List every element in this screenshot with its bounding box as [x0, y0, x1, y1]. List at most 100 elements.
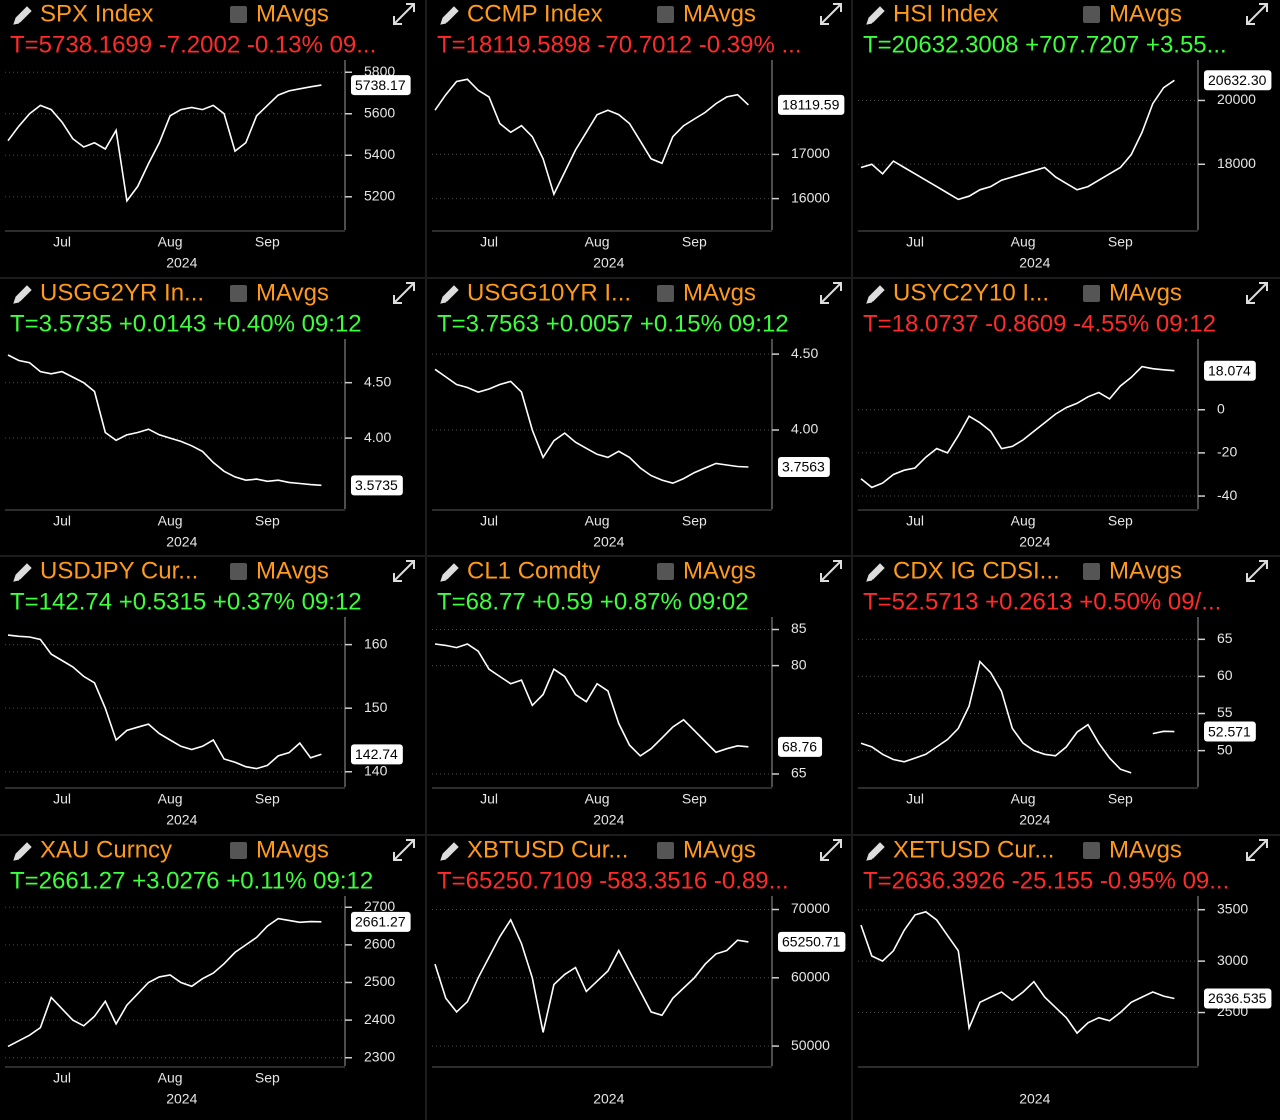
mavgs-label[interactable]: MAvgs	[683, 279, 756, 306]
mavgs-checkbox[interactable]	[230, 6, 247, 23]
expand-icon[interactable]	[820, 839, 842, 861]
y-tick-label: 5400	[364, 146, 395, 162]
edit-icon[interactable]	[13, 563, 32, 582]
y-tick-label: 3000	[1217, 952, 1248, 968]
expand-icon[interactable]	[393, 282, 415, 304]
mavgs-label[interactable]: MAvgs	[683, 836, 756, 863]
chart-panel: USGG2YR In... MAvgs T=3.5735 +0.0143 +0.40…	[5, 279, 415, 550]
last-value-flag	[1204, 70, 1272, 91]
mavgs-label[interactable]: MAvgs	[1109, 836, 1182, 863]
mavgs-label[interactable]: MAvgs	[1109, 279, 1182, 306]
edit-icon[interactable]	[866, 563, 885, 582]
expand-icon[interactable]	[1246, 839, 1268, 861]
edit-icon[interactable]	[440, 6, 459, 25]
mavgs-label[interactable]: MAvgs	[256, 279, 329, 306]
y-tick-label: 60000	[791, 968, 830, 984]
mavgs-checkbox[interactable]	[230, 842, 247, 859]
panel-title[interactable]: USYC2Y10 I...	[893, 279, 1049, 306]
x-axis-label: 2024	[1019, 812, 1050, 828]
chart-panel: XETUSD Cur... MAvgs T=2636.3926 -25.155 -0…	[858, 836, 1272, 1107]
quote-line: T=3.5735 +0.0143 +0.40% 09:12	[10, 310, 362, 337]
panel-title[interactable]: XAU Curncy	[40, 836, 172, 863]
expand-icon[interactable]	[1246, 560, 1268, 582]
x-tick-label: Aug	[1011, 791, 1036, 807]
expand-icon[interactable]	[820, 3, 842, 25]
y-tick-label: 4.00	[791, 421, 818, 437]
panel-title[interactable]: USGG10YR I...	[467, 279, 631, 306]
panel-title[interactable]: CCMP Index	[467, 0, 603, 27]
mavgs-checkbox[interactable]	[1083, 6, 1100, 23]
last-value-label: 68.76	[782, 739, 817, 755]
x-tick-label: Sep	[1108, 234, 1133, 250]
mavgs-label[interactable]: MAvgs	[256, 0, 329, 27]
mavgs-checkbox[interactable]	[657, 563, 674, 580]
edit-icon[interactable]	[440, 842, 459, 861]
edit-icon[interactable]	[440, 285, 459, 304]
x-tick-label: Sep	[255, 1070, 280, 1086]
last-value-label: 2636.535	[1208, 990, 1267, 1006]
edit-icon[interactable]	[13, 842, 32, 861]
expand-icon[interactable]	[820, 282, 842, 304]
last-value-flag	[351, 75, 411, 96]
expand-icon[interactable]	[1246, 3, 1268, 25]
edit-icon[interactable]	[866, 6, 885, 25]
price-line	[7, 634, 322, 770]
price-line	[7, 84, 322, 203]
mavgs-checkbox[interactable]	[1083, 842, 1100, 859]
y-tick-label: 70000	[791, 900, 830, 916]
price-line	[860, 365, 1175, 489]
panel-title[interactable]: XETUSD Cur...	[893, 836, 1054, 863]
mavgs-checkbox[interactable]	[657, 285, 674, 302]
price-line	[7, 917, 322, 1048]
mavgs-checkbox[interactable]	[1083, 563, 1100, 580]
panel-title[interactable]: CL1 Comdty	[467, 557, 600, 584]
mavgs-label[interactable]: MAvgs	[1109, 0, 1182, 27]
expand-icon[interactable]	[820, 560, 842, 582]
price-line	[7, 354, 322, 487]
mavgs-label[interactable]: MAvgs	[1109, 557, 1182, 584]
edit-icon[interactable]	[440, 563, 459, 582]
x-tick-label: Jul	[53, 1070, 71, 1086]
y-tick-label: -20	[1217, 444, 1237, 460]
mavgs-label[interactable]: MAvgs	[683, 0, 756, 27]
y-tick-label: 50	[1217, 741, 1233, 757]
chart-panel: CDX IG CDSI... MAvgs T=52.5713 +0.2613 +0.…	[858, 557, 1268, 828]
edit-icon[interactable]	[13, 285, 32, 304]
quote-line: T=18119.5898 -70.7012 -0.39% ...	[437, 31, 802, 58]
x-tick-label: Sep	[1108, 513, 1133, 529]
panel-title[interactable]: USGG2YR In...	[40, 279, 204, 306]
mavgs-checkbox[interactable]	[657, 842, 674, 859]
edit-icon[interactable]	[866, 842, 885, 861]
y-tick-label: 2400	[364, 1011, 395, 1027]
mavgs-label[interactable]: MAvgs	[683, 557, 756, 584]
x-axis-label: 2024	[166, 812, 197, 828]
mavgs-label[interactable]: MAvgs	[256, 836, 329, 863]
expand-icon[interactable]	[393, 3, 415, 25]
panel-title[interactable]: XBTUSD Cur...	[467, 836, 628, 863]
x-axis-label: 2024	[593, 255, 624, 271]
edit-icon[interactable]	[13, 6, 32, 25]
panel-title[interactable]: USDJPY Cur...	[40, 557, 198, 584]
x-axis-label: 2024	[166, 255, 197, 271]
y-tick-label: 20000	[1217, 91, 1256, 107]
mavgs-checkbox[interactable]	[1083, 285, 1100, 302]
expand-icon[interactable]	[1246, 282, 1268, 304]
panel-title[interactable]: HSI Index	[893, 0, 998, 27]
quote-line: T=5738.1699 -7.2002 -0.13% 09...	[10, 31, 376, 58]
expand-icon[interactable]	[393, 560, 415, 582]
edit-icon[interactable]	[866, 285, 885, 304]
panel-title[interactable]: CDX IG CDSI...	[893, 557, 1060, 584]
mavgs-checkbox[interactable]	[657, 6, 674, 23]
mavgs-checkbox[interactable]	[230, 285, 247, 302]
x-tick-label: Jul	[53, 234, 71, 250]
mavgs-checkbox[interactable]	[230, 563, 247, 580]
x-tick-label: Sep	[682, 234, 707, 250]
panel-title[interactable]: SPX Index	[40, 0, 153, 27]
y-tick-label: 5200	[364, 187, 395, 203]
expand-icon[interactable]	[393, 839, 415, 861]
y-tick-label: 2300	[364, 1048, 395, 1064]
mavgs-label[interactable]: MAvgs	[256, 557, 329, 584]
last-value-flag	[1204, 988, 1272, 1009]
x-tick-label: Aug	[585, 234, 610, 250]
